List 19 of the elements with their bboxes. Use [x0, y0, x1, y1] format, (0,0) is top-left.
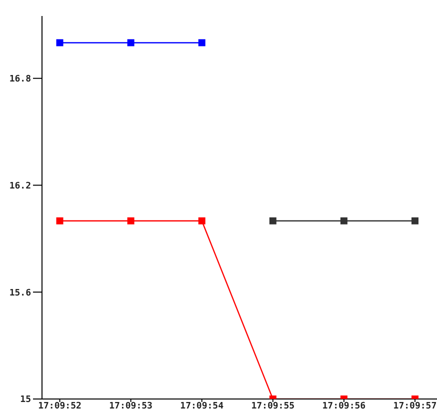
x-tick-label: 17:09:57	[393, 401, 437, 412]
y-tick-label: 16.8	[9, 74, 31, 85]
point	[411, 217, 418, 224]
x-tick-label: 17:09:54	[180, 401, 224, 412]
point	[269, 217, 276, 224]
point	[127, 217, 134, 224]
x-tick-label: 17:09:52	[38, 401, 82, 412]
point	[198, 217, 206, 224]
y-tick-label: 15.6	[9, 288, 31, 298]
x-tick-label: 17:09:53	[109, 401, 152, 412]
y-tick-label: 15	[20, 395, 31, 406]
y-tick-label: 16.2	[9, 181, 31, 192]
x-tick-label: 17:09:55	[251, 401, 295, 412]
point	[340, 217, 348, 224]
point	[56, 39, 64, 46]
point	[56, 217, 64, 224]
x-tick-label: 17:09:56	[322, 401, 366, 412]
point	[127, 39, 134, 46]
point	[198, 39, 206, 46]
